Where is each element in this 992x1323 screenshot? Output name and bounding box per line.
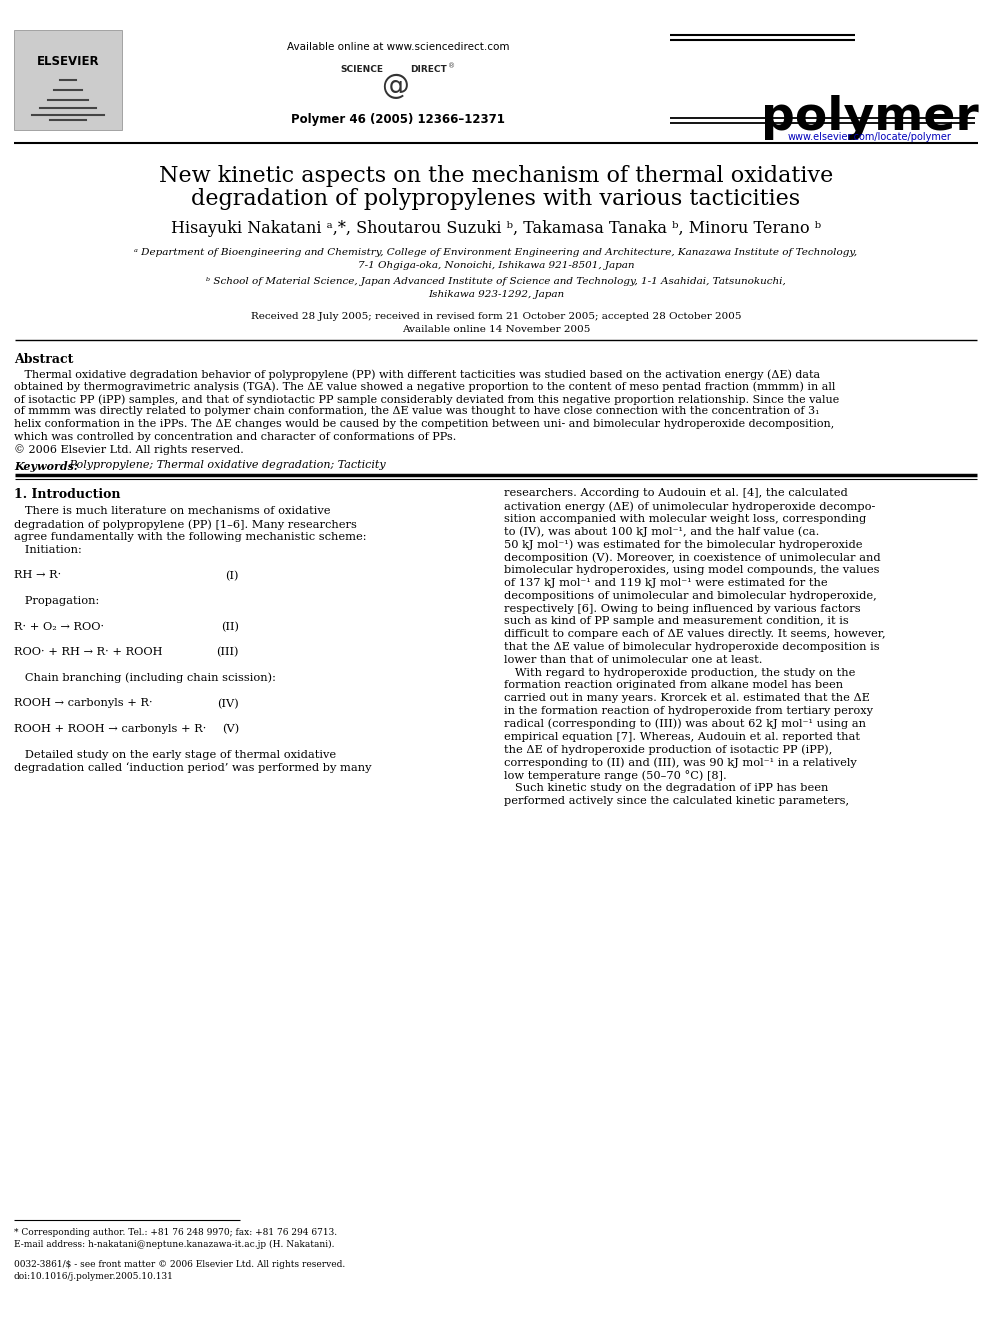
- Text: low temperature range (50–70 °C) [8].: low temperature range (50–70 °C) [8].: [504, 770, 727, 781]
- Text: doi:10.1016/j.polymer.2005.10.131: doi:10.1016/j.polymer.2005.10.131: [14, 1271, 174, 1281]
- Text: Polypropylene; Thermal oxidative degradation; Tacticity: Polypropylene; Thermal oxidative degrada…: [66, 460, 386, 471]
- Text: lower than that of unimolecular one at least.: lower than that of unimolecular one at l…: [504, 655, 763, 665]
- Text: corresponding to (II) and (III), was 90 kJ mol⁻¹ in a relatively: corresponding to (II) and (III), was 90 …: [504, 757, 857, 767]
- Text: formation reaction originated from alkane model has been: formation reaction originated from alkan…: [504, 680, 843, 691]
- Text: 50 kJ mol⁻¹) was estimated for the bimolecular hydroperoxide: 50 kJ mol⁻¹) was estimated for the bimol…: [504, 540, 862, 550]
- Text: respectively [6]. Owing to being influenced by various factors: respectively [6]. Owing to being influen…: [504, 603, 861, 614]
- Text: Polymer 46 (2005) 12366–12371: Polymer 46 (2005) 12366–12371: [291, 112, 505, 126]
- Text: ROO· + RH → R· + ROOH: ROO· + RH → R· + ROOH: [14, 647, 163, 658]
- Text: 1. Introduction: 1. Introduction: [14, 488, 120, 501]
- Text: agree fundamentally with the following mechanistic scheme:: agree fundamentally with the following m…: [14, 532, 366, 542]
- Text: of 137 kJ mol⁻¹ and 119 kJ mol⁻¹ were estimated for the: of 137 kJ mol⁻¹ and 119 kJ mol⁻¹ were es…: [504, 578, 827, 589]
- Text: SCIENCE: SCIENCE: [340, 65, 383, 74]
- Text: sition accompanied with molecular weight loss, corresponding: sition accompanied with molecular weight…: [504, 515, 866, 524]
- Text: radical (corresponding to (III)) was about 62 kJ mol⁻¹ using an: radical (corresponding to (III)) was abo…: [504, 718, 866, 729]
- Text: Detailed study on the early stage of thermal oxidative: Detailed study on the early stage of the…: [14, 750, 336, 759]
- Text: Keywords:: Keywords:: [14, 460, 78, 471]
- Text: Initiation:: Initiation:: [14, 545, 81, 554]
- Text: researchers. According to Audouin et al. [4], the calculated: researchers. According to Audouin et al.…: [504, 488, 848, 499]
- Text: * Corresponding author. Tel.: +81 76 248 9970; fax: +81 76 294 6713.: * Corresponding author. Tel.: +81 76 248…: [14, 1228, 337, 1237]
- Text: decomposition (V). Moreover, in coexistence of unimolecular and: decomposition (V). Moreover, in coexiste…: [504, 553, 881, 564]
- Text: degradation of polypropylene (PP) [1–6]. Many researchers: degradation of polypropylene (PP) [1–6].…: [14, 520, 357, 531]
- Text: RH → R·: RH → R·: [14, 570, 62, 581]
- Text: ELSEVIER: ELSEVIER: [37, 56, 99, 67]
- Text: the ΔE of hydroperoxide production of isotactic PP (iPP),: the ΔE of hydroperoxide production of is…: [504, 745, 832, 755]
- Text: ®: ®: [448, 64, 455, 69]
- Text: (I): (I): [225, 570, 239, 581]
- Text: decompositions of unimolecular and bimolecular hydroperoxide,: decompositions of unimolecular and bimol…: [504, 591, 877, 601]
- Text: of mmmm was directly related to polymer chain conformation, the ΔE value was tho: of mmmm was directly related to polymer …: [14, 406, 819, 417]
- Text: © 2006 Elsevier Ltd. All rights reserved.: © 2006 Elsevier Ltd. All rights reserved…: [14, 445, 244, 455]
- Text: Hisayuki Nakatani ᵃ,*, Shoutarou Suzuki ᵇ, Takamasa Tanaka ᵇ, Minoru Terano ᵇ: Hisayuki Nakatani ᵃ,*, Shoutarou Suzuki …: [171, 220, 821, 237]
- Text: empirical equation [7]. Whereas, Audouin et al. reported that: empirical equation [7]. Whereas, Audouin…: [504, 732, 860, 742]
- Text: 0032-3861/$ - see front matter © 2006 Elsevier Ltd. All rights reserved.: 0032-3861/$ - see front matter © 2006 El…: [14, 1259, 345, 1269]
- Text: Received 28 July 2005; received in revised form 21 October 2005; accepted 28 Oct: Received 28 July 2005; received in revis…: [251, 312, 741, 321]
- Text: performed actively since the calculated kinetic parameters,: performed actively since the calculated …: [504, 795, 849, 806]
- Text: ROOH + ROOH → carbonyls + R·: ROOH + ROOH → carbonyls + R·: [14, 724, 206, 734]
- Text: Ishikawa 923-1292, Japan: Ishikawa 923-1292, Japan: [428, 290, 564, 299]
- Text: to (IV), was about 100 kJ mol⁻¹, and the half value (ca.: to (IV), was about 100 kJ mol⁻¹, and the…: [504, 527, 819, 537]
- Text: which was controlled by concentration and character of conformations of PPs.: which was controlled by concentration an…: [14, 431, 456, 442]
- Text: With regard to hydroperoxide production, the study on the: With regard to hydroperoxide production,…: [504, 668, 855, 677]
- Text: DIRECT: DIRECT: [410, 65, 446, 74]
- Text: that the ΔE value of bimolecular hydroperoxide decomposition is: that the ΔE value of bimolecular hydrope…: [504, 642, 880, 652]
- Text: (IV): (IV): [217, 699, 239, 709]
- Text: Available online at www.sciencedirect.com: Available online at www.sciencedirect.co…: [287, 42, 509, 52]
- Text: Chain branching (including chain scission):: Chain branching (including chain scissio…: [14, 673, 276, 684]
- Text: R· + O₂ → ROO·: R· + O₂ → ROO·: [14, 622, 104, 631]
- Text: (II): (II): [221, 622, 239, 632]
- Text: carried out in many years. Krorcek et al. estimated that the ΔE: carried out in many years. Krorcek et al…: [504, 693, 870, 704]
- Text: Available online 14 November 2005: Available online 14 November 2005: [402, 325, 590, 333]
- Text: obtained by thermogravimetric analysis (TGA). The ΔE value showed a negative pro: obtained by thermogravimetric analysis (…: [14, 381, 835, 392]
- Text: (III): (III): [216, 647, 239, 658]
- Text: 7-1 Ohgiga-oka, Nonoichi, Ishikawa 921-8501, Japan: 7-1 Ohgiga-oka, Nonoichi, Ishikawa 921-8…: [358, 261, 634, 270]
- Text: Propagation:: Propagation:: [14, 597, 99, 606]
- Text: ᵇ School of Material Science, Japan Advanced Institute of Science and Technology: ᵇ School of Material Science, Japan Adva…: [206, 277, 786, 286]
- Text: Such kinetic study on the degradation of iPP has been: Such kinetic study on the degradation of…: [504, 783, 828, 792]
- Text: in the formation reaction of hydroperoxide from tertiary peroxy: in the formation reaction of hydroperoxi…: [504, 706, 873, 716]
- Text: degradation of polypropylenes with various tacticities: degradation of polypropylenes with vario…: [191, 188, 801, 210]
- Text: degradation called ‘induction period’ was performed by many: degradation called ‘induction period’ wa…: [14, 762, 371, 773]
- Text: such as kind of PP sample and measurement condition, it is: such as kind of PP sample and measuremen…: [504, 617, 849, 627]
- Text: bimolecular hydroperoxides, using model compounds, the values: bimolecular hydroperoxides, using model …: [504, 565, 880, 576]
- Text: Thermal oxidative degradation behavior of polypropylene (PP) with different tact: Thermal oxidative degradation behavior o…: [14, 369, 820, 380]
- Text: Abstract: Abstract: [14, 353, 73, 366]
- Text: helix conformation in the iPPs. The ΔE changes would be caused by the competitio: helix conformation in the iPPs. The ΔE c…: [14, 419, 834, 429]
- FancyBboxPatch shape: [14, 30, 122, 130]
- Text: polymer: polymer: [761, 95, 979, 140]
- Text: @: @: [381, 71, 409, 101]
- Text: (V): (V): [222, 724, 239, 734]
- Text: activation energy (ΔE) of unimolecular hydroperoxide decompo-: activation energy (ΔE) of unimolecular h…: [504, 501, 875, 512]
- Text: of isotactic PP (iPP) samples, and that of syndiotactic PP sample considerably d: of isotactic PP (iPP) samples, and that …: [14, 394, 839, 405]
- Text: E-mail address: h-nakatani@neptune.kanazawa-it.ac.jp (H. Nakatani).: E-mail address: h-nakatani@neptune.kanaz…: [14, 1240, 334, 1249]
- Text: difficult to compare each of ΔE values directly. It seems, however,: difficult to compare each of ΔE values d…: [504, 630, 886, 639]
- Text: New kinetic aspects on the mechanism of thermal oxidative: New kinetic aspects on the mechanism of …: [159, 165, 833, 187]
- Text: There is much literature on mechanisms of oxidative: There is much literature on mechanisms o…: [14, 507, 330, 516]
- Text: ROOH → carbonyls + R·: ROOH → carbonyls + R·: [14, 699, 153, 709]
- Text: www.elsevier.com/locate/polymer: www.elsevier.com/locate/polymer: [788, 132, 952, 142]
- Text: ᵃ Department of Bioengineering and Chemistry, College of Environment Engineering: ᵃ Department of Bioengineering and Chemi…: [135, 247, 857, 257]
